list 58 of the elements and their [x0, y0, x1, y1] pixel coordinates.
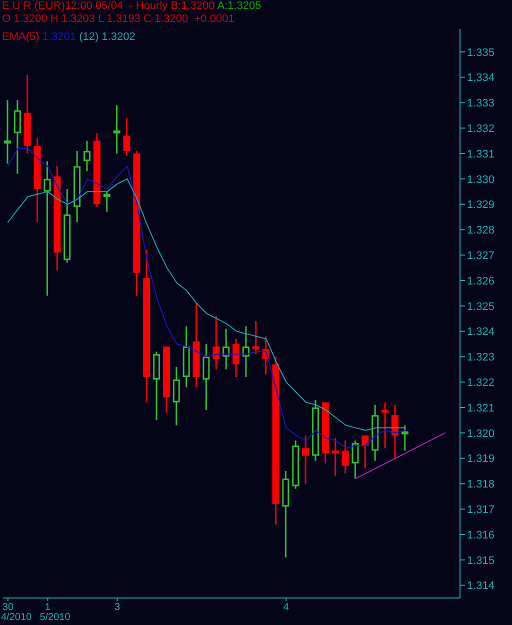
x-tick-label: 4 — [283, 602, 290, 613]
candlestick — [113, 104, 120, 154]
candlestick — [44, 160, 51, 296]
candlestick — [14, 99, 21, 175]
candlestick — [232, 338, 240, 378]
candlestick — [212, 315, 220, 370]
y-tick-label: 1.328 — [467, 224, 495, 237]
y-tick-label: 1.323 — [467, 352, 495, 364]
candlestick — [83, 140, 90, 172]
y-tick-label: 1.327 — [467, 250, 495, 262]
candlestick — [362, 434, 369, 470]
y-tick-label: 1.316 — [467, 529, 495, 542]
candlestick — [352, 440, 359, 480]
candlestick — [172, 366, 180, 426]
x-tick-label: 1 — [44, 602, 51, 613]
candlestick — [222, 328, 230, 370]
candlestick — [123, 117, 130, 157]
candlestick — [242, 325, 250, 378]
candlestick — [391, 404, 398, 460]
legend-title: EMA(5) — [2, 31, 40, 43]
candlestick — [202, 343, 210, 411]
y-tick-label: 1.317 — [467, 504, 495, 516]
y-tick-label: 1.333 — [467, 98, 495, 110]
text: (12) 1.3202 — [78, 31, 136, 43]
y-tick-label: 1.334 — [467, 72, 495, 84]
y-tick-label: 1.326 — [467, 275, 495, 288]
line-series — [355, 432, 446, 480]
y-tick-label: 1.318 — [467, 478, 495, 491]
x-tick-label: 3 — [114, 602, 120, 613]
y-tick-label: 1.325 — [467, 300, 495, 313]
y-tick-label: 1.331 — [467, 148, 495, 160]
y-tick-label: 1.335 — [467, 46, 495, 59]
candlestick — [302, 434, 310, 484]
candlestick — [153, 350, 160, 421]
y-tick-label: 1.320 — [467, 428, 495, 440]
text: A:1.3205 — [216, 0, 262, 12]
y-tick-label: 1.321 — [467, 402, 495, 414]
y-tick-label: 1.319 — [467, 453, 495, 466]
candlestick — [342, 440, 349, 474]
candlestick — [252, 320, 260, 355]
candlestick — [382, 402, 389, 449]
candlestick — [4, 99, 11, 164]
candlestick — [332, 437, 339, 477]
chart-subtitle: O 1.3200 H 1.3203 L 1.3193 C 1.3200 +0.0001 — [2, 13, 236, 26]
y-tick-label: 1.322 — [467, 376, 495, 389]
y-tick-label: 1.330 — [467, 174, 495, 186]
chart-title: E U R (EUR)12:00 05/04 - Hourly B:1.3200 — [2, 0, 215, 12]
y-tick-label: 1.332 — [467, 122, 495, 135]
text: 1.3201 — [41, 31, 76, 43]
y-tick-label: 1.315 — [467, 554, 495, 567]
candlestick — [103, 190, 110, 213]
candlestick — [401, 424, 408, 452]
x-tick-label: 30 — [2, 602, 14, 613]
text: 5/2010 — [40, 612, 71, 623]
y-tick-label: 1.324 — [467, 326, 495, 338]
y-tick-label: 1.314 — [467, 580, 495, 592]
text: 4/2010 — [1, 612, 32, 623]
y-tick-label: 1.329 — [467, 199, 495, 212]
